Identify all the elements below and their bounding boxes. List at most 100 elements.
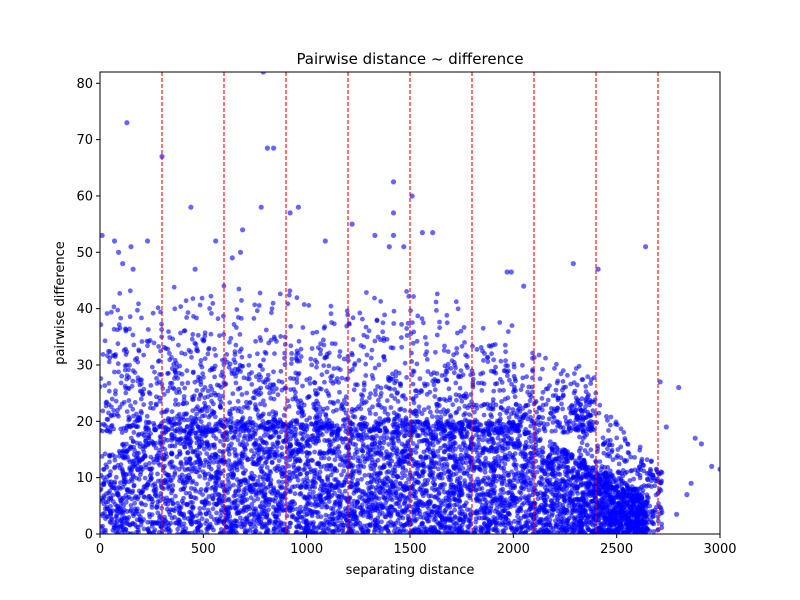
cloud-point xyxy=(441,456,447,462)
cloud-point xyxy=(113,474,119,480)
cloud-point xyxy=(189,468,195,474)
cloud-point xyxy=(119,516,124,521)
cloud-point xyxy=(176,466,182,472)
cloud-point xyxy=(280,503,285,508)
cloud-point xyxy=(421,449,427,455)
cloud-point xyxy=(290,471,296,476)
cloud-point xyxy=(349,502,355,507)
cloud-point xyxy=(172,465,178,471)
cloud-point xyxy=(565,531,570,534)
cloud-point xyxy=(531,446,536,451)
cloud-point xyxy=(102,451,108,457)
cloud-point xyxy=(480,477,486,483)
cloud-point xyxy=(298,508,304,514)
cloud-point xyxy=(402,508,408,513)
cloud-point xyxy=(170,501,176,507)
cloud-point xyxy=(562,497,568,503)
dense-point-cloud xyxy=(100,283,665,534)
cloud-point xyxy=(422,526,427,532)
cloud-point xyxy=(184,501,190,507)
cloud-point xyxy=(181,521,187,527)
cloud-point xyxy=(261,439,266,445)
cloud-point xyxy=(119,521,125,526)
cloud-point xyxy=(564,490,570,496)
cloud-point xyxy=(206,494,212,499)
cloud-point xyxy=(376,475,381,481)
cloud-point xyxy=(429,456,434,462)
cloud-point xyxy=(400,528,406,534)
cloud-point xyxy=(275,528,281,533)
cloud-point xyxy=(330,529,336,534)
cloud-point xyxy=(331,438,336,444)
cloud-point xyxy=(114,507,120,513)
cloud-point xyxy=(572,502,578,508)
cloud-point xyxy=(339,472,344,478)
cloud-point xyxy=(412,471,418,476)
cloud-point xyxy=(386,469,391,474)
cloud-point xyxy=(341,530,346,534)
cloud-point xyxy=(288,520,293,526)
cloud-point xyxy=(554,446,560,451)
cloud-point xyxy=(524,523,530,528)
cloud-point xyxy=(384,449,389,454)
cloud-point xyxy=(223,507,229,513)
cloud-point xyxy=(172,470,178,475)
cloud-point xyxy=(289,514,295,520)
cloud-point xyxy=(442,508,447,514)
cloud-point xyxy=(100,530,105,534)
cloud-point xyxy=(360,492,366,497)
cloud-point xyxy=(540,458,545,463)
cloud-point xyxy=(235,437,241,443)
cloud-point xyxy=(103,527,108,533)
cloud-point xyxy=(376,448,382,453)
cloud-point xyxy=(509,469,514,475)
cloud-point xyxy=(436,529,442,534)
cloud-point xyxy=(266,517,272,523)
cloud-point xyxy=(457,523,463,529)
cloud-point xyxy=(276,434,282,440)
cloud-point xyxy=(244,516,250,522)
cloud-point xyxy=(378,485,384,491)
cloud-point xyxy=(451,491,457,497)
cloud-point xyxy=(140,466,145,472)
cloud-point xyxy=(325,476,330,481)
cloud-point xyxy=(106,495,112,501)
cloud-point xyxy=(100,525,104,530)
cloud-point xyxy=(310,483,316,489)
cloud-point xyxy=(139,508,145,514)
cloud-point xyxy=(136,494,141,500)
cloud-point xyxy=(312,449,317,455)
cloud-point xyxy=(293,474,298,480)
cloud-point xyxy=(292,484,297,489)
cloud-point xyxy=(279,528,284,533)
cloud-point xyxy=(126,494,132,500)
cloud-point xyxy=(251,486,257,492)
cloud-point xyxy=(157,498,163,504)
cloud-point xyxy=(218,531,224,534)
cloud-point xyxy=(355,458,361,464)
cloud-point xyxy=(180,480,186,486)
cloud-point xyxy=(386,530,392,534)
cloud-point xyxy=(540,454,545,460)
cloud-point xyxy=(297,458,303,464)
cloud-point xyxy=(415,507,421,513)
cloud-point xyxy=(151,529,157,534)
cloud-point xyxy=(447,440,453,445)
cloud-point xyxy=(261,476,266,482)
cloud-point xyxy=(378,435,383,441)
cloud-point xyxy=(264,513,270,518)
cloud-point xyxy=(432,436,438,441)
cloud-point xyxy=(130,531,135,534)
cloud-point xyxy=(255,457,261,463)
cloud-point xyxy=(328,506,334,511)
cloud-point xyxy=(392,488,397,494)
cloud-point xyxy=(128,507,134,513)
cloud-point xyxy=(490,437,496,443)
cloud-point xyxy=(110,492,116,498)
cloud-point xyxy=(494,502,500,508)
cloud-point xyxy=(362,459,368,465)
cloud-point xyxy=(334,453,340,459)
cloud-point xyxy=(523,509,529,515)
cloud-point xyxy=(471,527,477,532)
cloud-point xyxy=(274,520,280,526)
